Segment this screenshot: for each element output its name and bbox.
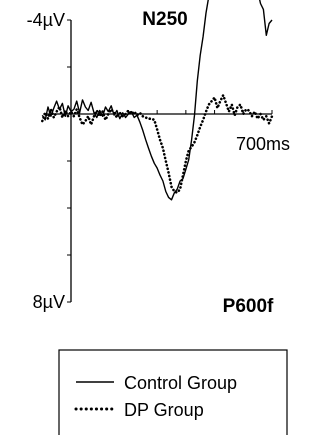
legend-box bbox=[58, 349, 288, 435]
series-lines bbox=[41, 0, 274, 201]
peak-annotations: N250 P600f bbox=[142, 9, 274, 317]
series-line-dp bbox=[41, 93, 274, 194]
legend-label-control: Control Group bbox=[124, 373, 237, 393]
y-tick-label: -4µV bbox=[27, 10, 65, 30]
y-tick-labels: -4µV 8µV bbox=[27, 10, 65, 312]
series-line-control bbox=[41, 0, 273, 201]
legend: Control Group DP Group bbox=[58, 349, 288, 435]
peak-label-p600f: P600f bbox=[223, 296, 274, 317]
peak-label-n250: N250 bbox=[142, 9, 187, 30]
legend-label-dp: DP Group bbox=[124, 400, 204, 420]
y-tick-marks bbox=[67, 19, 273, 303]
x-tick-labels: 700ms bbox=[236, 134, 290, 154]
plot-area: -4µV 8µV 700ms N250 P600f bbox=[27, 0, 290, 317]
y-tick-label: 8µV bbox=[33, 292, 65, 312]
x-tick-label: 700ms bbox=[236, 134, 290, 154]
